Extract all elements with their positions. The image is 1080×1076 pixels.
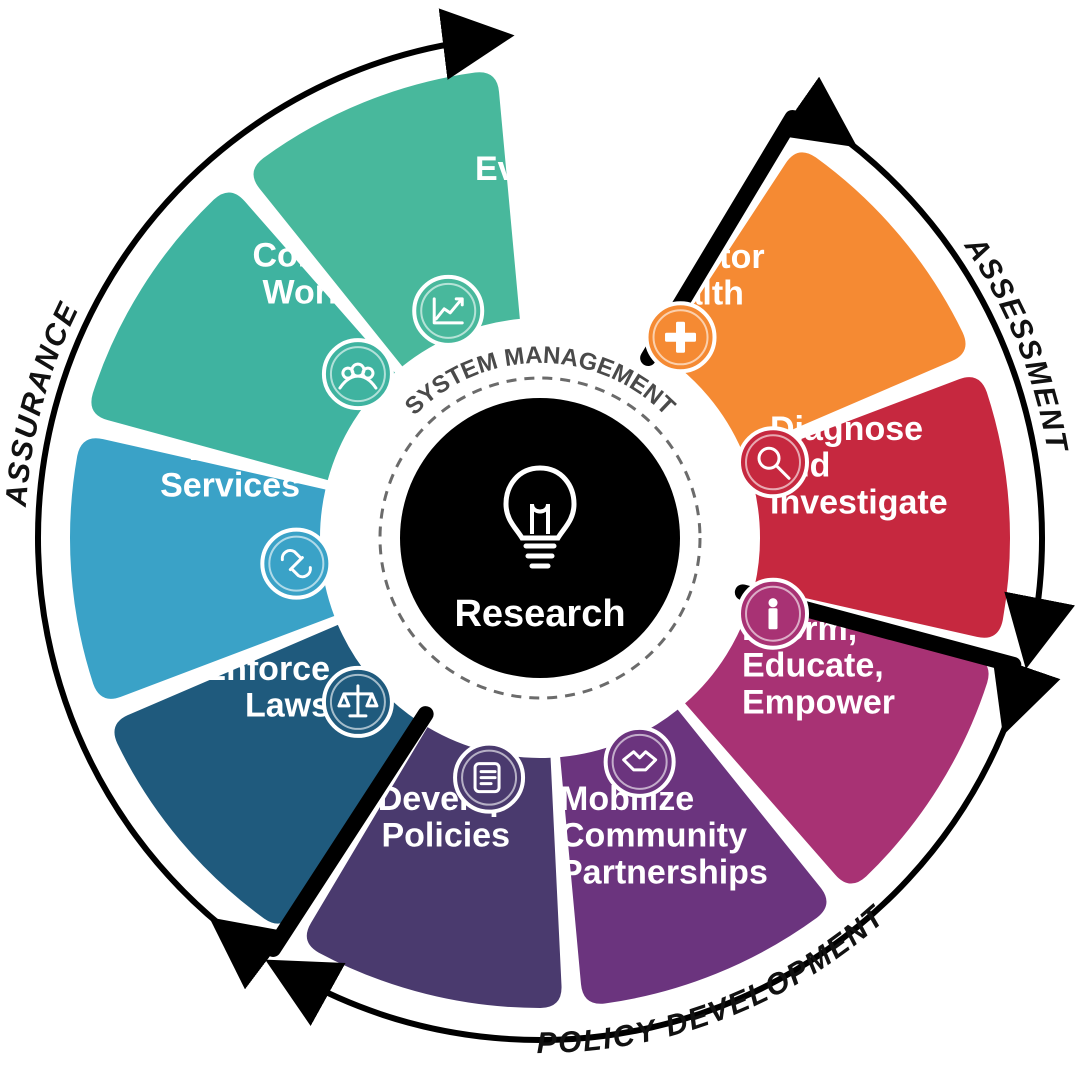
handshake-icon	[606, 728, 674, 796]
scales-icon	[324, 668, 392, 736]
public-health-wheel-diagram: MonitorHealthDiagnoseandInvestigateInfor…	[0, 0, 1080, 1076]
segment-label-evaluate: Evaluate	[475, 150, 615, 188]
info-icon	[739, 580, 807, 648]
plus-icon	[647, 303, 715, 371]
center-label: Research	[454, 593, 625, 635]
scroll-icon	[455, 744, 523, 812]
link-icon	[262, 530, 330, 598]
chart-icon	[414, 277, 482, 345]
magnify-icon	[739, 428, 807, 496]
people-icon	[324, 340, 392, 408]
